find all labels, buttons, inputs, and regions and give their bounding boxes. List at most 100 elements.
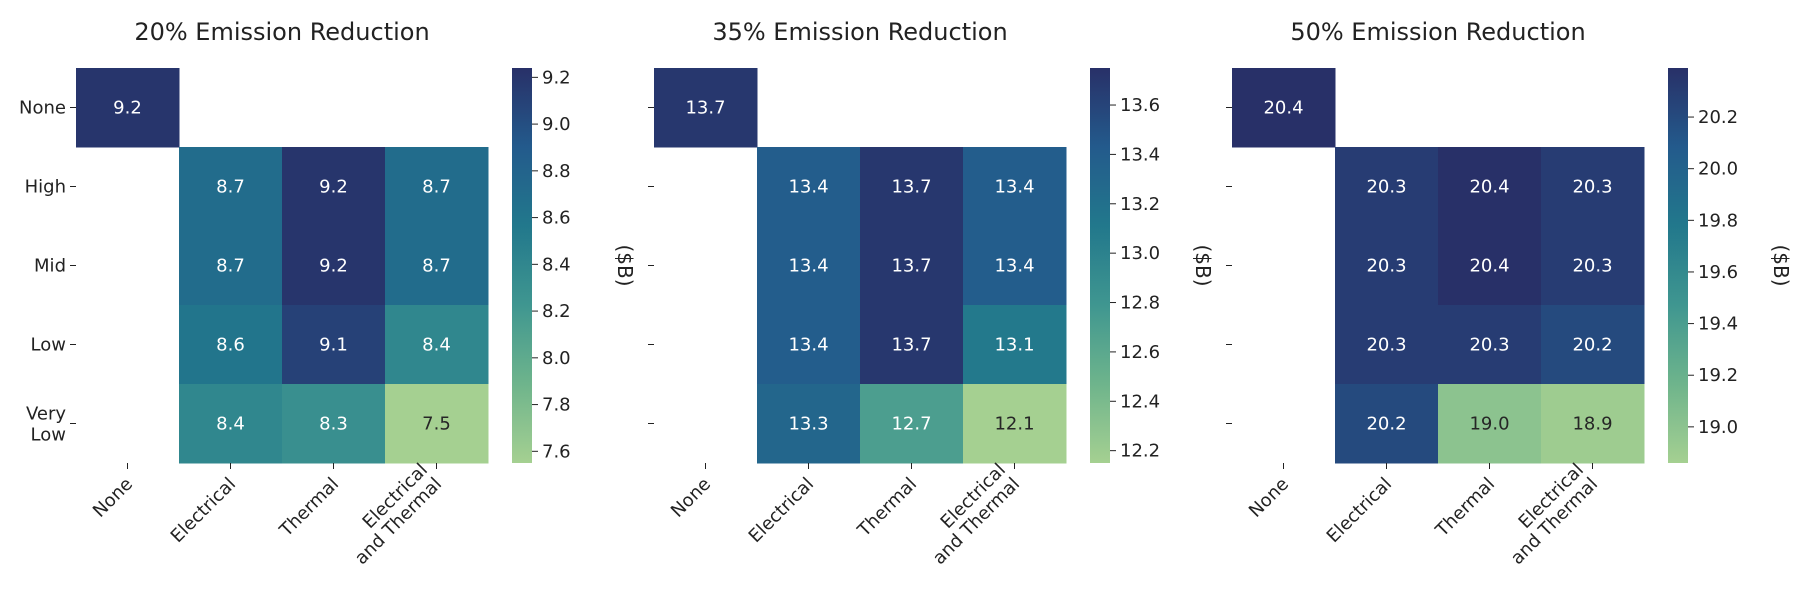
cell-value-label: 13.4 — [788, 177, 828, 198]
cell-value-label: 13.3 — [788, 414, 828, 435]
heatmap-cell — [1335, 147, 1439, 227]
col-label: Thermal — [1431, 474, 1499, 542]
colorbar-tick-label: 9.2 — [542, 67, 571, 88]
col-label: Thermal — [853, 474, 921, 542]
heatmap-cell — [282, 384, 386, 464]
cell-value-label: 20.3 — [1366, 256, 1406, 277]
heatmap-cell — [654, 68, 758, 148]
cell-value-label: 8.7 — [422, 177, 451, 198]
colorbar-tick-label: 19.2 — [1698, 365, 1738, 386]
heatmap-cell — [963, 226, 1067, 306]
heatmap-panel-2: 35% Emission Reduction 13.7 13.4 13.7 13.4 13… — [648, 18, 1215, 569]
cell-value-label: 19.0 — [1469, 414, 1509, 435]
heatmap-cell — [179, 384, 283, 464]
cell-value-label: 9.2 — [319, 256, 348, 277]
row-label: Very Low — [26, 404, 66, 446]
heatmap-cell — [1541, 147, 1645, 227]
col-label: Electricaland Thermal — [1493, 460, 1602, 569]
heatmap-cell — [1335, 384, 1439, 464]
heatmap-cell — [76, 68, 180, 148]
cell-value-label: 13.7 — [891, 177, 931, 198]
col-label: None — [89, 474, 137, 522]
colorbar — [512, 68, 532, 463]
colorbar-tick-label: 20.0 — [1698, 159, 1738, 180]
heatmap-cell — [1232, 68, 1336, 148]
cell-value-label: 20.2 — [1572, 335, 1612, 356]
cell-value-label: 20.3 — [1366, 177, 1406, 198]
cell-value-label: 12.1 — [994, 414, 1034, 435]
heatmap-cell — [757, 226, 861, 306]
chart-title: 50% Emission Reduction — [1290, 18, 1585, 46]
cell-value-label: 20.2 — [1366, 414, 1406, 435]
heatmap-cell — [860, 384, 964, 464]
heatmap-cell — [963, 147, 1067, 227]
colorbar-tick-label: 8.2 — [542, 301, 571, 322]
colorbar-tick-label: 19.0 — [1698, 417, 1738, 438]
cell-value-label: 7.5 — [422, 414, 451, 435]
cell-value-label: 13.7 — [891, 256, 931, 277]
row-label: None — [19, 98, 66, 119]
heatmap-cell — [282, 226, 386, 306]
col-label: Thermal — [275, 474, 343, 542]
colorbar-tick-label: 8.4 — [542, 254, 571, 275]
colorbar-label: ($B) — [613, 244, 637, 286]
cell-value-label: 8.7 — [216, 177, 245, 198]
heatmap-cell — [860, 147, 964, 227]
cell-value-label: 20.3 — [1572, 177, 1612, 198]
cell-value-label: 12.7 — [891, 414, 931, 435]
colorbar-tick-label: 9.0 — [542, 114, 571, 135]
heatmap-panel-1: 20% Emission Reduction 9.2 8.7 9.2 8.7 8.7 9.2… — [19, 18, 637, 569]
colorbar-tick-label: 13.6 — [1120, 95, 1160, 116]
heatmap-cell — [1438, 305, 1542, 385]
colorbar-tick-label: 8.6 — [542, 208, 571, 229]
heatmap-cell — [963, 384, 1067, 464]
heatmap-cell — [1438, 226, 1542, 306]
col-label: Electrical — [1323, 474, 1396, 547]
cell-value-label: 13.4 — [788, 256, 828, 277]
heatmap-cell — [385, 384, 489, 464]
colorbar-tick-label: 7.8 — [542, 395, 571, 416]
row-label: High — [25, 177, 66, 198]
col-label: Electrical — [745, 474, 818, 547]
colorbar-tick-label: 13.2 — [1120, 194, 1160, 215]
colorbar-tick-label: 12.8 — [1120, 293, 1160, 314]
heatmap-cell — [282, 147, 386, 227]
row-label: Mid — [34, 256, 66, 277]
cell-value-label: 20.4 — [1469, 256, 1509, 277]
cell-value-label: 20.4 — [1263, 98, 1303, 119]
heatmap-cell — [385, 305, 489, 385]
cell-value-label: 8.4 — [216, 414, 245, 435]
cell-value-label: 9.2 — [113, 98, 142, 119]
col-label: Electrical — [167, 474, 240, 547]
cell-value-label: 20.3 — [1572, 256, 1612, 277]
cell-value-label: 13.4 — [994, 177, 1034, 198]
colorbar-tick-label: 13.0 — [1120, 243, 1160, 264]
col-label: None — [1245, 474, 1293, 522]
colorbar-label: ($B) — [1191, 244, 1215, 286]
col-label: Electricaland Thermal — [337, 460, 446, 569]
colorbar-tick-label: 8.0 — [542, 348, 571, 369]
heatmap-cell — [963, 305, 1067, 385]
heatmap-panel-3: 50% Emission Reduction 20.4 20.3 20.4 20.3 20… — [1226, 18, 1793, 569]
cell-value-label: 13.1 — [994, 335, 1034, 356]
cell-value-label: 20.3 — [1469, 335, 1509, 356]
colorbar-tick-label: 12.6 — [1120, 342, 1160, 363]
heatmap-cell — [1438, 147, 1542, 227]
cell-value-label: 8.7 — [216, 256, 245, 277]
heatmap-cell — [1541, 305, 1645, 385]
colorbar — [1668, 68, 1688, 463]
heatmap-cell — [179, 147, 283, 227]
colorbar-tick-label: 8.8 — [542, 161, 571, 182]
heatmap-cell — [860, 305, 964, 385]
cell-value-label: 9.1 — [319, 335, 348, 356]
heatmap-cell — [1438, 384, 1542, 464]
heatmap-cell — [1541, 226, 1645, 306]
chart-title: 20% Emission Reduction — [134, 18, 429, 46]
heatmap-cell — [1541, 384, 1645, 464]
colorbar-tick-label: 13.4 — [1120, 144, 1160, 165]
col-label: None — [667, 474, 715, 522]
colorbar-tick-label: 19.4 — [1698, 314, 1738, 335]
heatmap-cell — [1335, 226, 1439, 306]
cell-value-label: 8.7 — [422, 256, 451, 277]
col-label: Electricaland Thermal — [915, 460, 1024, 569]
